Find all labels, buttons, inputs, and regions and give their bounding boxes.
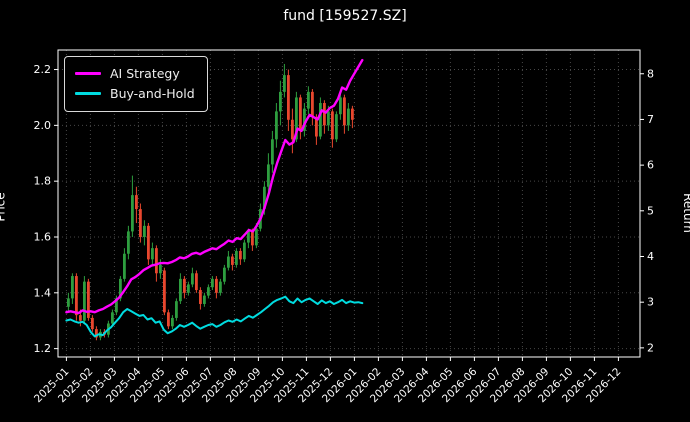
svg-text:1.8: 1.8 xyxy=(34,175,52,188)
svg-text:1.2: 1.2 xyxy=(34,342,52,355)
svg-text:7: 7 xyxy=(647,113,654,126)
svg-text:4: 4 xyxy=(647,250,654,263)
svg-text:5: 5 xyxy=(647,204,654,217)
legend-label: AI Strategy xyxy=(110,66,180,81)
buy-and-hold-line-swatch xyxy=(75,92,101,96)
svg-text:3: 3 xyxy=(647,296,654,309)
legend-label: Buy-and-Hold xyxy=(110,85,195,101)
chart-title: fund [159527.SZ] xyxy=(283,8,407,24)
svg-text:2.0: 2.0 xyxy=(34,119,52,132)
svg-text:8: 8 xyxy=(647,67,654,80)
legend-item-ai-strategy: AI Strategy xyxy=(75,64,195,84)
svg-text:1.6: 1.6 xyxy=(34,230,52,243)
svg-text:2.2: 2.2 xyxy=(34,63,52,76)
svg-text:2: 2 xyxy=(647,341,654,354)
svg-text:6: 6 xyxy=(647,159,654,172)
legend-item-buy-and-hold: Buy-and-Hold xyxy=(75,84,195,104)
legend: AI Strategy Buy-and-Hold xyxy=(64,56,208,112)
ai-strategy-line-swatch xyxy=(75,72,101,76)
svg-text:1.4: 1.4 xyxy=(34,286,52,299)
